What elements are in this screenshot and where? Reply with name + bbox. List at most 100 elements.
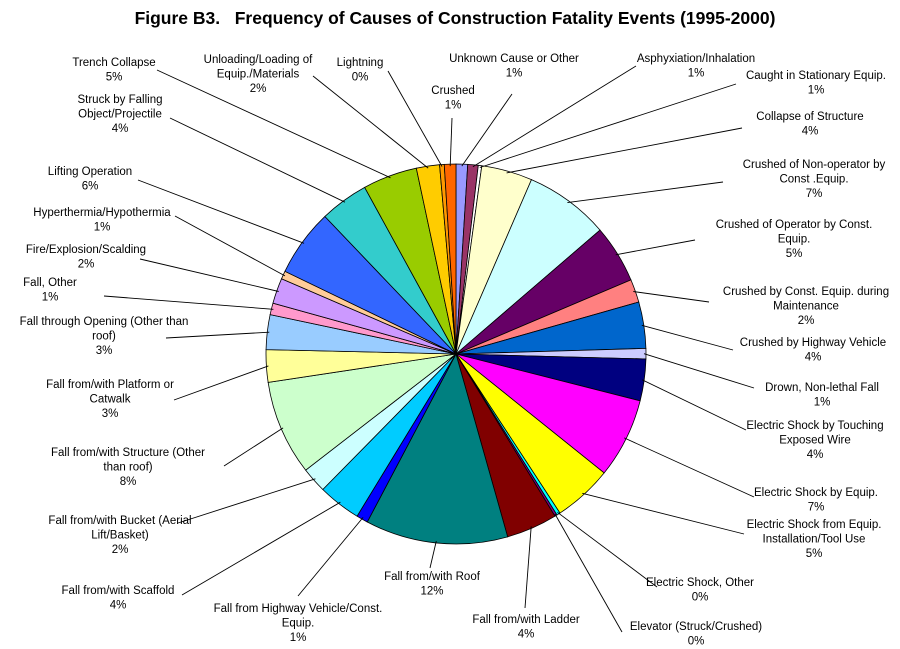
slice-label-line: Exposed Wire [779,435,851,447]
leader-lines [103,65,755,633]
slice-label-line: Fall from/with Structure (Other [51,447,205,459]
slice-percent: 4% [518,629,535,641]
slice-label-fall-from-with-platform-or-catwalk: Fall from/with Platform or Catwalk 3% [46,379,174,420]
leader-line-elevator-struck-crushed [554,513,623,633]
slice-percent: 5% [786,248,803,260]
slice-percent: 4% [805,352,822,364]
leader-line-crushed-by-highway-vehicle [641,324,734,351]
leader-line-fall-through-opening-other-than-roof [165,331,270,339]
slice-label-caught-in-stationary-equip: Caught in Stationary Equip. 1% [746,70,886,97]
slice-label-line: Asphyxiation/Inhalation [637,53,755,65]
leader-line-unloading-loading-of-equip-materials [312,75,429,169]
slice-label-line: Object/Projectile [78,109,162,121]
slice-percent: 4% [112,123,129,135]
slice-percent: 1% [688,68,705,80]
leader-line-electric-shock-other [557,511,658,588]
slice-label-electric-shock-other: Electric Shock, Other 0% [646,577,754,604]
leader-line-fall-from-with-bucket-aerial-lift-basket [177,478,316,524]
leader-line-asphyxiation-inhalation [472,65,637,168]
leader-line-crushed-by-const-equip-during-maintenance [633,291,710,303]
slice-percent: 1% [94,222,111,234]
slice-label-line: Equip. [282,618,315,630]
slice-label-line: Fall from Highway Vehicle/Const. [214,603,383,615]
leader-line-electric-shock-by-touching-exposed-wire [642,379,747,431]
leader-line-fall-from-with-roof [429,540,437,569]
slice-label-line: Fall from/with Roof [384,571,481,583]
slice-percent: 2% [78,259,95,271]
slice-label-line: Crushed of Operator by Const. [716,219,873,231]
leader-line-crushed [449,117,453,167]
slice-label-crushed-by-highway-vehicle: Crushed by Highway Vehicle 4% [740,337,886,364]
slice-label-line: Trench Collapse [72,57,155,69]
slice-label-line: Electric Shock by Touching [746,420,883,432]
slice-percent: 12% [420,586,443,598]
leader-line-fall-from-with-structure-other-than-roof [223,427,284,467]
slice-percent: 2% [112,544,129,556]
slice-percent: 3% [96,345,113,357]
slice-label-line: Caught in Stationary Equip. [746,70,886,82]
slice-label-line: roof) [92,331,116,343]
slice-label-lifting-operation: Lifting Operation 6% [48,166,132,193]
slice-label-line: Fire/Explosion/Scalding [26,244,146,256]
slice-label-line: Elevator (Struck/Crushed) [630,621,762,633]
slice-label-line: Catwalk [90,394,131,406]
slice-label-fall-from-with-bucket-aerial-lift-basket: Fall from/with Bucket (Aerial Lift/Basket… [48,515,191,556]
slice-percent: 1% [814,397,831,409]
slice-label-elevator-struck-crushed: Elevator (Struck/Crushed) 0% [630,621,762,648]
slice-label-drown-non-lethal-fall: Drown, Non-lethal Fall 1% [765,382,879,409]
slice-label-collapse-of-structure: Collapse of Structure 4% [756,111,863,138]
slice-label-asphyxiation-inhalation: Asphyxiation/Inhalation 1% [637,53,755,80]
slice-percent: 2% [250,83,267,95]
slice-label-crushed: Crushed 1% [431,85,474,112]
slice-label-line: Fall from/with Ladder [472,614,580,626]
slice-label-fire-explosion-scalding: Fire/Explosion/Scalding 2% [26,244,146,271]
slice-percent: 2% [798,315,815,327]
slice-label-line: Lightning [337,57,384,69]
slice-label-line: Lift/Basket) [91,530,149,542]
slice-label-line: Crushed of Non-operator by [743,159,886,171]
leader-line-caught-in-stationary-equip [479,83,737,168]
slice-label-fall-through-opening-other-than-roof: Fall through Opening (Other than roof) 3% [20,316,189,357]
pie-slices [265,163,647,545]
slice-percent: 1% [808,85,825,97]
leader-line-fall-from-with-ladder [524,526,532,609]
slice-label-trench-collapse: Trench Collapse 5% [72,57,155,84]
slice-label-line: Crushed [431,85,474,97]
leader-line-electric-shock-from-equip-installation-tool-use [582,492,745,535]
slice-label-electric-shock-by-touching-exposed-wire: Electric Shock by Touching Exposed Wire 4% [746,420,883,461]
leader-line-fall-other [103,295,274,310]
slice-label-line: Struck by Falling [77,94,162,106]
slice-label-unknown-cause-or-other: Unknown Cause or Other 1% [449,53,579,80]
slice-label-hyperthermia-hypothermia: Hyperthermia/Hypothermia 1% [33,207,171,234]
slice-percent: 1% [290,632,307,644]
slice-percent: 5% [806,548,823,560]
leader-line-crushed-of-non-operator-by-const-equip [567,181,724,204]
slice-label-line: Collapse of Structure [756,111,863,123]
slice-percent: 0% [688,636,705,648]
leader-line-hyperthermia-hypothermia [174,215,286,277]
slice-percent: 0% [692,592,709,604]
leader-line-lightning [387,70,443,167]
slice-percent: 4% [807,449,824,461]
slice-label-line: Installation/Tool Use [763,534,866,546]
slice-label-crushed-of-non-operator-by-const-equip: Crushed of Non-operator by Const .Equip. 7… [743,159,886,200]
slice-label-electric-shock-by-equip: Electric Shock by Equip. 7% [754,487,878,514]
slice-label-line: Drown, Non-lethal Fall [765,382,879,394]
slice-label-line: Equip. [778,234,811,246]
slice-label-fall-from-with-structure-other-than-roof: Fall from/with Structure (Other than roof… [51,447,205,488]
slice-label-line: Fall from/with Bucket (Aerial [48,515,191,527]
leader-line-fall-from-highway-vehicle-const-equip [297,517,364,597]
slice-label-line: Fall from/with Platform or [46,379,174,391]
slice-label-unloading-loading-of-equip-materials: Unloading/Loading of Equip./Materials 2% [204,54,314,95]
slice-percent: 1% [506,68,523,80]
slice-percent: 8% [120,476,137,488]
slice-label-crushed-of-operator-by-const-equip: Crushed of Operator by Const. Equip. 5% [716,219,873,260]
slice-label-line: Crushed by Const. Equip. during [723,286,889,298]
slice-percent: 6% [82,181,99,193]
slice-label-line: Unknown Cause or Other [449,53,579,65]
slice-percent: 0% [352,72,369,84]
slice-label-line: Electric Shock by Equip. [754,487,878,499]
slice-percent: 3% [102,408,119,420]
slice-label-lightning: Lightning 0% [337,57,384,84]
leader-line-fall-from-with-scaffold [181,501,341,596]
